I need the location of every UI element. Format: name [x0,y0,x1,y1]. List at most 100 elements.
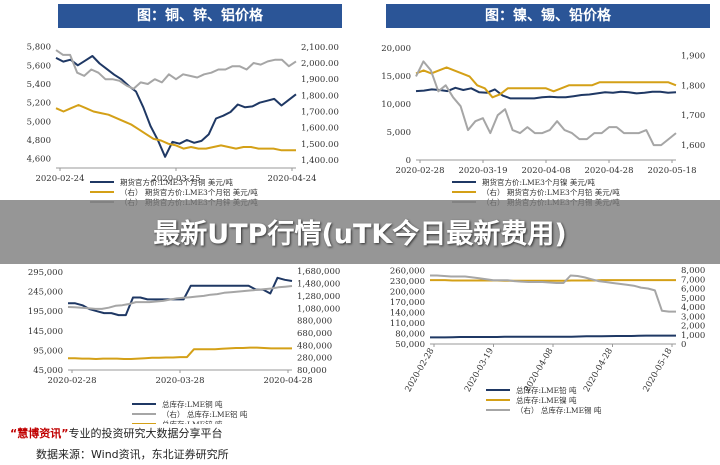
y-right-tick-label: 1,600.00 [301,124,339,134]
y-left-tick-label: 145,000 [28,327,63,337]
y-left-tick-label: 195,000 [28,307,63,317]
data-source-note: 数据来源：Wind资讯，东北证券研究所 [36,448,229,461]
x-tick-label: 2020-02-28 [395,166,444,176]
y-left-tick-label: 4,800 [27,136,51,146]
y-right-tick-label: 1,400.00 [301,156,339,166]
y-left-tick-label: 20,000 [381,44,411,54]
legend-label: （右） 期货官方价:LME3个月铅 美元/吨 [482,187,620,197]
legend-label: （右） 期货官方价:LME3个月铝 美元/吨 [120,187,258,197]
y-left-tick-label: 110,000 [390,319,425,329]
legend-label: 总库存:LME铜 吨 [162,399,223,409]
series-line-0 [55,55,297,158]
legend-label: 期货官方价:LME3个月铜 美元/吨 [120,177,233,187]
x-tick-label: 2020-05-18 [641,347,674,394]
y-right-tick-label: 7,000 [681,275,705,285]
x-tick-label: 2020-03-28 [155,376,204,386]
x-tick-label: 2020-02-28 [47,376,96,386]
y-right-tick-label: 1,600 [681,141,705,151]
y-left-tick-label: 200,000 [390,288,425,298]
series-line-1 [415,66,677,99]
chart-copper-aluminum-zinc-inventory: 295,000 245,000 195,000 145,000 95,000 45,000… [28,267,340,424]
title-banner [0,200,720,264]
y-right-tick-label: 680,000 [297,329,332,339]
y-left-tick-label: 5,000 [387,128,411,138]
x-tick-label: 2020-04-08 [521,166,570,176]
y-right-tick-label: 3,000 [681,312,705,322]
series-line-1 [67,285,293,310]
y-left-tick-label: 80,000 [395,330,425,340]
y-left-tick-label: 5,800 [27,43,51,53]
legend-label: 总库存:LME镍 吨 [516,395,577,405]
series-line-2 [68,346,292,360]
x-tick-label: 2020-03-19 [463,347,496,394]
legend-label: 总库存:LME铅 吨 [516,385,577,395]
y-right-tick-label: 1,000 [681,331,705,341]
y-right-tick-label: 1,700.00 [301,107,339,117]
brand-tagline: 专业的投资研究大数据分享平台 [68,427,223,440]
x-tick-label: 2020-05-18 [647,166,696,176]
y-left-tick-label: 230,000 [390,277,425,287]
legend-label: （右） 总库存:LME铝 吨 [162,409,248,419]
series-line-1 [430,279,676,282]
y-right-tick-label: 8,000 [681,266,705,276]
y-left-tick-label: 4,600 [27,155,51,165]
brand-highlight: “慧博资讯” [10,427,69,440]
chart-title-copper-zinc-aluminum: 图：铜、锌、铝价格 [58,4,342,28]
x-tick-label: 2020-04-28 [263,376,312,386]
x-tick-label: 2020-03-19 [458,166,507,176]
y-left-tick-label: 95,000 [33,346,63,356]
y-left-tick-label: 5,400 [27,80,51,90]
y-right-tick-label: 1,500.00 [301,140,339,150]
y-left-tick-label: 245,000 [28,288,63,298]
y-left-tick-label: 50,000 [395,340,425,350]
y-right-tick-label: 0 [681,340,686,350]
legend-label: 期货官方价:LME3个月镍 美元/吨 [482,177,595,187]
y-left-tick-label: 260,000 [390,267,425,277]
series-line-0 [430,334,676,339]
series-line-1 [55,104,296,152]
x-tick-label: 2020-04-24 [267,174,316,184]
y-right-tick-label: 6,000 [681,285,705,295]
chart-lead-nickel-tin-inventory: 260,000230,000200,000170,000140,000110,0… [390,266,706,415]
footer-brand: “慧博资讯”专业的投资研究大数据分享平台 [10,425,222,441]
chart-title-nickel-tin-lead: 图：镍、锡、铅价格 [386,4,710,28]
y-right-tick-label: 1,280,000 [297,292,340,302]
legend-label: （右） 总库存:LME锡 吨 [516,405,602,415]
series-line-0 [415,86,677,100]
y-right-tick-label: 880,000 [297,317,332,327]
y-left-tick-label: 45,000 [33,366,63,376]
y-right-tick-label: 1,680,000 [297,267,340,277]
series-line-0 [68,276,293,317]
y-left-tick-label: 5,000 [27,117,51,127]
y-left-tick-label: 15,000 [381,72,411,82]
y-right-tick-label: 1,800 [681,81,705,91]
x-tick-label: 2020-02-28 [403,347,436,394]
y-right-tick-label: 2,000 [681,322,705,332]
y-right-tick-label: 480,000 [297,341,332,351]
y-right-tick-label: 2,000.00 [301,59,339,69]
y-right-tick-label: 1,080,000 [297,304,340,314]
y-left-tick-label: 0 [406,156,411,166]
chart-copper-zinc-aluminum-price: 5,800 5,600 5,400 5,200 5,000 4,800 4,600 2,100… [27,43,339,207]
x-tick-label: 2020-02-24 [35,174,84,184]
y-right-tick-label: 1,900 [681,51,705,61]
y-right-tick-label: 1,800.00 [301,91,339,101]
y-right-tick-label: 1,900.00 [301,75,339,85]
y-left-tick-label: 5,200 [27,99,51,109]
y-left-tick-label: 10,000 [381,100,411,110]
y-right-tick-label: 2,100.00 [301,43,339,53]
x-tick-label: 2020-04-28 [584,166,633,176]
y-left-tick-label: 5,600 [27,61,51,71]
y-left-tick-label: 140,000 [390,309,425,319]
x-tick-label: 2020-04-28 [582,347,615,394]
y-right-tick-label: 1,480,000 [297,280,340,290]
series-line-2 [55,49,297,90]
y-right-tick-label: 5,000 [681,294,705,304]
y-left-tick-label: 295,000 [28,268,63,278]
chart-nickel-tin-lead-price: 20,000 15,000 10,000 5,000 0 1,900 1,800 1,700 1… [381,44,705,207]
legend-label: 总库存:LME锌 吨 [162,419,223,424]
banner-title: 最新UTP行情(uTK今日最新费用) [153,219,567,250]
y-right-tick-label: 1,700 [681,111,705,121]
y-left-tick-label: 170,000 [390,298,425,308]
series-line-2 [415,60,677,147]
